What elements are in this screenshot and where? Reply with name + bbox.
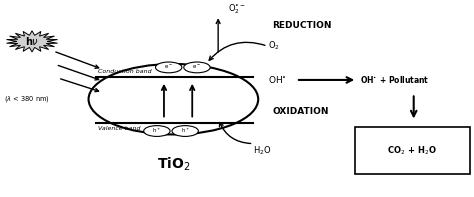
Text: TiO$_2$: TiO$_2$ (157, 155, 190, 173)
Text: O$_2$: O$_2$ (268, 40, 280, 52)
Text: OXIDATION: OXIDATION (273, 107, 329, 116)
Text: h$\nu$: h$\nu$ (25, 35, 39, 47)
Polygon shape (7, 31, 57, 52)
Text: REDUCTION: REDUCTION (273, 21, 332, 31)
Circle shape (184, 62, 210, 73)
Text: H$_2$O: H$_2$O (254, 144, 272, 157)
FancyBboxPatch shape (355, 127, 470, 174)
Circle shape (144, 126, 170, 137)
Text: Conduction band: Conduction band (98, 69, 152, 74)
Circle shape (155, 62, 182, 73)
Text: O$^{\bullet -}_{2}$: O$^{\bullet -}_{2}$ (228, 3, 246, 16)
Text: e$^-$: e$^-$ (192, 63, 201, 71)
Text: h$^+$: h$^+$ (152, 127, 162, 136)
Text: ($\lambda$ < 380 nm): ($\lambda$ < 380 nm) (4, 94, 49, 104)
Text: OH$^{\bullet}$ + Pollutant: OH$^{\bullet}$ + Pollutant (359, 74, 429, 85)
Text: Valence band: Valence band (98, 126, 140, 131)
Text: h$^+$: h$^+$ (181, 127, 190, 136)
Text: OH$^{\bullet}$: OH$^{\bullet}$ (268, 74, 286, 85)
Text: CO$_2$ + H$_2$O: CO$_2$ + H$_2$O (387, 145, 437, 157)
Circle shape (172, 126, 198, 137)
Text: e$^-$: e$^-$ (164, 63, 173, 71)
